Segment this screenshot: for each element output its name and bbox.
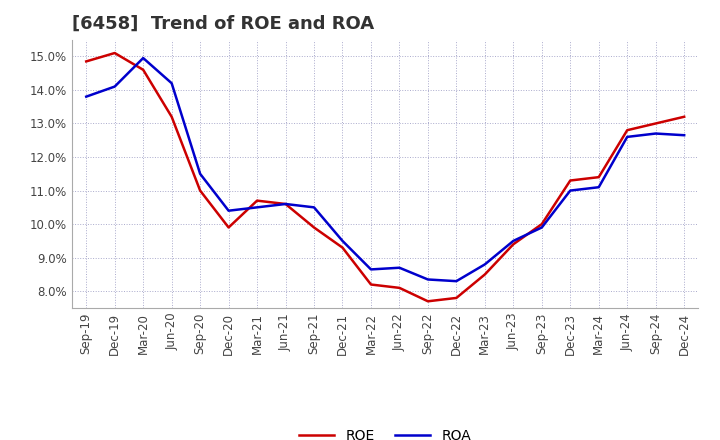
ROA — [652, 131, 660, 136]
ROE — [509, 242, 518, 247]
ROE — [225, 225, 233, 230]
ROA — [366, 267, 375, 272]
ROE — [537, 221, 546, 227]
ROA — [566, 188, 575, 193]
ROA — [196, 171, 204, 176]
ROA — [395, 265, 404, 270]
Legend: ROE, ROA: ROE, ROA — [294, 424, 477, 440]
ROE — [566, 178, 575, 183]
ROE — [196, 188, 204, 193]
ROE — [452, 295, 461, 301]
ROA — [139, 55, 148, 61]
ROE — [623, 128, 631, 133]
ROE — [395, 285, 404, 290]
ROE — [110, 51, 119, 56]
Line: ROE: ROE — [86, 53, 684, 301]
ROA — [480, 262, 489, 267]
ROE — [253, 198, 261, 203]
ROA — [110, 84, 119, 89]
ROA — [452, 279, 461, 284]
ROE — [167, 114, 176, 119]
ROA — [537, 225, 546, 230]
ROA — [680, 132, 688, 138]
Line: ROA: ROA — [86, 58, 684, 281]
ROE — [82, 59, 91, 64]
ROA — [338, 238, 347, 243]
ROA — [423, 277, 432, 282]
ROE — [310, 225, 318, 230]
ROE — [480, 272, 489, 277]
ROA — [509, 238, 518, 243]
Text: [6458]  Trend of ROE and ROA: [6458] Trend of ROE and ROA — [72, 15, 374, 33]
ROE — [652, 121, 660, 126]
ROA — [225, 208, 233, 213]
ROA — [595, 185, 603, 190]
ROA — [310, 205, 318, 210]
ROE — [366, 282, 375, 287]
ROE — [139, 67, 148, 73]
ROE — [338, 245, 347, 250]
ROA — [167, 81, 176, 86]
ROE — [282, 202, 290, 207]
ROA — [82, 94, 91, 99]
ROE — [423, 299, 432, 304]
ROE — [680, 114, 688, 119]
ROA — [253, 205, 261, 210]
ROA — [623, 134, 631, 139]
ROA — [282, 202, 290, 207]
ROE — [595, 175, 603, 180]
